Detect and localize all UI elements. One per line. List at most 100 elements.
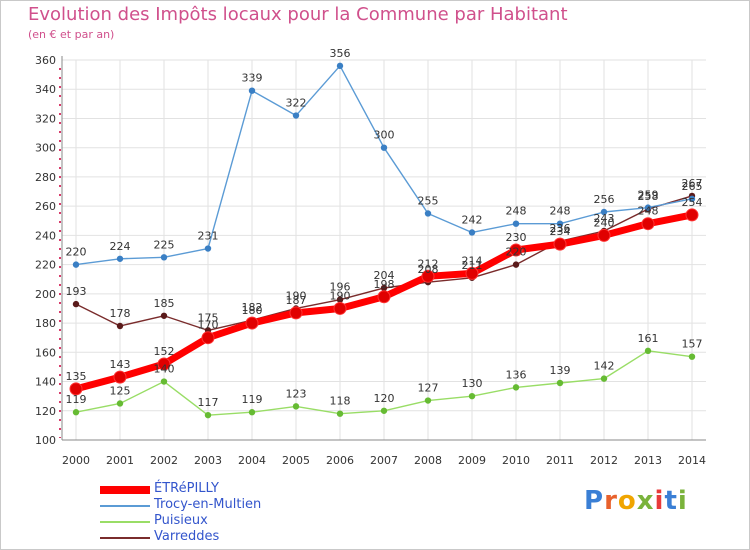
- data-point: [113, 370, 127, 384]
- data-point: [509, 243, 523, 257]
- data-point: [512, 384, 520, 391]
- data-label: 182: [242, 301, 263, 314]
- data-point: [424, 397, 432, 404]
- data-point: [421, 269, 435, 283]
- data-point: [289, 306, 303, 320]
- data-label: 130: [462, 377, 483, 390]
- data-point: [597, 228, 611, 242]
- data-label: 193: [66, 285, 87, 298]
- data-label: 178: [110, 307, 131, 320]
- logo-letter: o: [617, 486, 637, 516]
- data-label: 180: [242, 304, 263, 317]
- data-label: 211: [462, 259, 483, 272]
- data-point: [333, 301, 347, 315]
- data-point: [553, 237, 567, 251]
- data-label: 120: [374, 392, 395, 405]
- data-label: 190: [286, 289, 307, 302]
- data-label: 225: [154, 238, 175, 251]
- data-label: 196: [330, 281, 351, 294]
- data-label: 256: [594, 193, 615, 206]
- data-point: [641, 217, 655, 231]
- data-label: 243: [594, 212, 615, 225]
- logo-letter: t: [664, 486, 678, 516]
- data-point: [336, 410, 344, 417]
- data-label: 214: [462, 254, 483, 267]
- y-tick-label: 320: [35, 112, 56, 125]
- data-label: 322: [286, 97, 307, 110]
- data-point: [380, 407, 388, 414]
- y-tick-label: 220: [35, 259, 56, 272]
- data-point: [465, 266, 479, 280]
- y-tick-label: 360: [35, 54, 56, 67]
- x-tick-label: 2011: [546, 454, 574, 467]
- data-point: [292, 403, 300, 410]
- data-label: 119: [66, 393, 87, 406]
- x-tick-label: 2006: [326, 454, 354, 467]
- data-point: [512, 261, 520, 268]
- data-point: [116, 255, 124, 262]
- data-point: [292, 112, 300, 119]
- data-point: [468, 229, 476, 236]
- data-label: 208: [418, 263, 439, 276]
- data-point: [160, 378, 168, 385]
- data-label: 231: [198, 230, 219, 243]
- data-label: 157: [682, 338, 703, 351]
- data-point: [377, 290, 391, 304]
- data-point: [424, 210, 432, 217]
- x-tick-label: 2009: [458, 454, 486, 467]
- data-label: 236: [550, 222, 571, 235]
- legend-swatch: [100, 521, 150, 523]
- data-point: [644, 204, 652, 211]
- logo-letter: i: [677, 486, 688, 516]
- legend-swatch: [100, 486, 150, 494]
- data-point: [556, 220, 564, 227]
- data-label: 240: [594, 216, 615, 229]
- data-label: 135: [66, 370, 87, 383]
- data-label: 117: [198, 396, 219, 409]
- data-point: [468, 392, 476, 400]
- data-label: 142: [594, 360, 615, 373]
- axes: 100 120 140 160 180 200 220 240 260 280 300 320 340 3…: [35, 54, 706, 467]
- data-point: [644, 347, 652, 355]
- y-tick-label: 180: [35, 317, 56, 330]
- data-label: 125: [110, 384, 131, 397]
- data-label: 123: [286, 387, 307, 400]
- data-label: 118: [330, 395, 351, 408]
- y-tick-label: 140: [35, 376, 56, 389]
- data-label: 140: [154, 363, 175, 376]
- y-tick-label: 300: [35, 142, 56, 155]
- data-label: 127: [418, 382, 439, 395]
- data-point: [201, 331, 215, 345]
- data-point: [512, 220, 520, 227]
- data-label: 139: [550, 364, 571, 377]
- data-label: 248: [550, 205, 571, 218]
- data-label: 204: [374, 269, 395, 282]
- data-label: 212: [418, 257, 439, 270]
- y-tick-label: 280: [35, 171, 56, 184]
- data-point: [380, 144, 388, 151]
- logo-letter: P: [584, 486, 605, 516]
- data-label: 119: [242, 393, 263, 406]
- data-label: 152: [154, 345, 175, 358]
- data-label: 187: [286, 294, 307, 307]
- series-layer: [69, 62, 699, 419]
- data-point: [160, 254, 168, 261]
- data-label: 190: [330, 289, 351, 302]
- data-label: 198: [374, 278, 395, 291]
- data-label: 230: [506, 231, 527, 244]
- y-tick-label: 120: [35, 405, 56, 418]
- legend-swatch: [100, 537, 150, 539]
- data-label: 248: [638, 205, 659, 218]
- data-label: 224: [110, 240, 131, 253]
- x-tick-label: 2000: [62, 454, 90, 467]
- chart-title: Evolution des Impôts locaux pour la Comm…: [28, 4, 568, 25]
- logo-letter: i: [654, 486, 665, 516]
- x-tick-label: 2005: [282, 454, 310, 467]
- legend-label: Varreddes: [154, 529, 220, 544]
- legend-label: Trocy-en-Multien: [154, 497, 262, 512]
- legend-label: ÉTRéPILLY: [154, 481, 219, 496]
- data-point: [245, 316, 259, 330]
- data-label: 170: [198, 319, 219, 332]
- y-tick-label: 160: [35, 346, 56, 359]
- data-point: [685, 208, 699, 222]
